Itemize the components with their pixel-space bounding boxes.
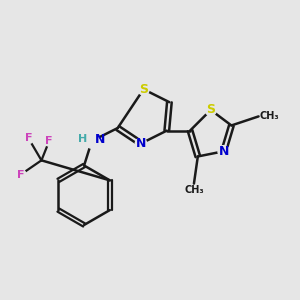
Text: H: H <box>78 134 87 144</box>
Text: S: S <box>139 83 148 96</box>
Circle shape <box>205 104 216 116</box>
Circle shape <box>85 134 99 148</box>
Circle shape <box>218 146 229 157</box>
Circle shape <box>44 136 54 146</box>
Text: S: S <box>206 103 215 116</box>
Circle shape <box>16 169 26 180</box>
Text: CH₃: CH₃ <box>184 185 204 195</box>
Text: CH₃: CH₃ <box>260 111 280 122</box>
Circle shape <box>138 84 149 95</box>
Text: N: N <box>218 145 229 158</box>
Text: F: F <box>25 134 32 143</box>
Text: F: F <box>17 169 25 180</box>
Circle shape <box>135 138 147 149</box>
Circle shape <box>23 133 34 143</box>
Text: N: N <box>136 137 146 150</box>
Text: N: N <box>94 133 105 146</box>
Text: F: F <box>46 136 53 146</box>
